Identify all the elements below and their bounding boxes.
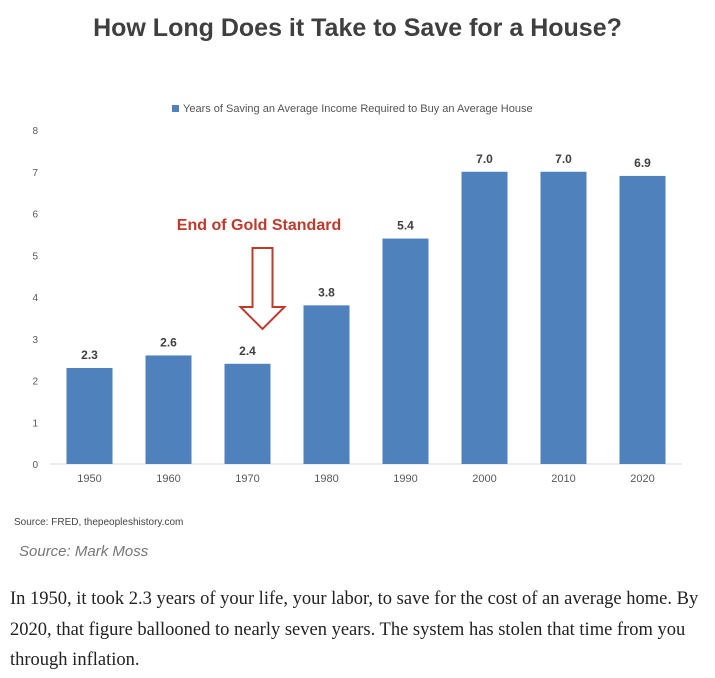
bars-group [66, 171, 666, 465]
y-axis-tick-label: 0 [32, 460, 38, 471]
gold-standard-annotation: End of Gold Standard [177, 217, 341, 331]
y-axis-tick-label: 4 [32, 293, 38, 304]
bar-chart: Years of Saving an Average Income Requir… [32, 103, 682, 485]
data-label: 2.4 [239, 344, 256, 358]
bar-1980 [303, 305, 350, 464]
y-axis-tick-label: 2 [32, 377, 38, 388]
bar-1970 [224, 363, 271, 464]
y-axis-tick-label: 3 [32, 335, 38, 346]
body-paragraph: In 1950, it took 2.3 years of your life,… [10, 589, 699, 670]
bar-1960 [145, 355, 192, 464]
bar-1990 [382, 238, 429, 464]
data-label: 7.0 [555, 152, 572, 166]
x-axis-tick-label: 2020 [630, 473, 654, 485]
y-axis: 0 1 2 3 4 5 6 7 8 [32, 126, 38, 471]
x-axis-tick-labels: 1950 1960 1970 1980 1990 2000 2010 2020 [77, 473, 654, 485]
y-axis-tick-label: 6 [32, 210, 38, 221]
chart-title: How Long Does it Take to Save for a Hous… [93, 14, 622, 42]
x-axis-tick-label: 2000 [472, 473, 496, 485]
bar-2020 [619, 175, 666, 465]
x-axis-tick-label: 1950 [77, 473, 101, 485]
data-label: 3.8 [318, 285, 335, 299]
source-credit: Source: Mark Moss [19, 543, 149, 560]
bar-2010 [540, 171, 587, 464]
data-label: 7.0 [476, 152, 493, 166]
y-axis-tick-label: 8 [32, 126, 38, 137]
x-axis-tick-label: 1960 [156, 473, 180, 485]
y-axis-tick-label: 1 [32, 418, 38, 429]
legend-label: Years of Saving an Average Income Requir… [183, 103, 533, 115]
data-label: 2.6 [160, 335, 177, 349]
x-axis-tick-label: 1980 [314, 473, 338, 485]
bar-1950 [66, 367, 113, 464]
legend-swatch [172, 105, 179, 112]
x-axis-tick-label: 1970 [235, 473, 259, 485]
data-label: 5.4 [397, 219, 414, 233]
x-axis-tick-label: 2010 [551, 473, 575, 485]
data-label: 2.3 [81, 348, 98, 362]
source-note: Source: FRED, thepeopleshistory.com [14, 517, 184, 528]
y-axis-tick-label: 5 [32, 251, 38, 262]
annotation-label: End of Gold Standard [177, 217, 341, 234]
down-arrow-icon [238, 247, 287, 331]
bar-2000 [461, 171, 508, 464]
data-label: 6.9 [634, 156, 651, 170]
value-labels: 2.3 2.6 2.4 3.8 5.4 7.0 7.0 6.9 [81, 152, 651, 362]
y-axis-tick-label: 7 [32, 168, 38, 179]
x-axis-tick-label: 1990 [393, 473, 417, 485]
legend: Years of Saving an Average Income Requir… [172, 103, 533, 115]
